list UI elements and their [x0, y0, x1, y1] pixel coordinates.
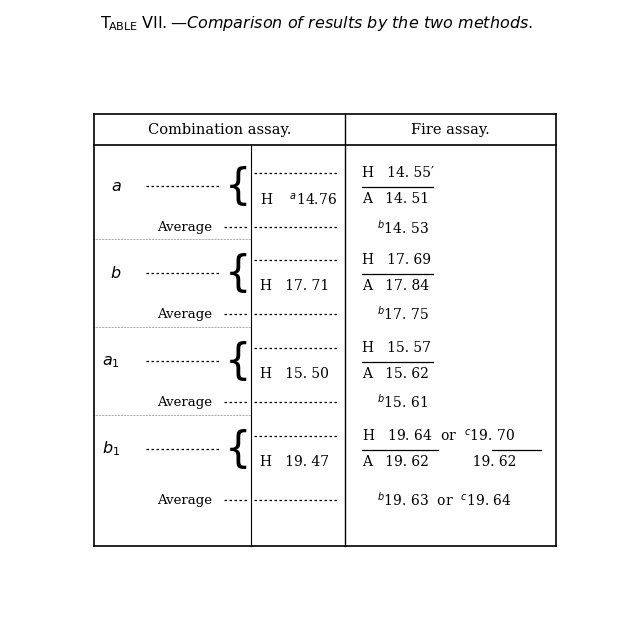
Text: Average: Average [157, 221, 212, 234]
Text: $^{b}$14. 53: $^{b}$14. 53 [377, 218, 429, 236]
Text: H   15. 50: H 15. 50 [260, 367, 329, 381]
Text: H   14. 55′: H 14. 55′ [362, 166, 434, 180]
Text: $\it{b}_{1}$: $\it{b}_{1}$ [102, 440, 120, 458]
Text: $\it{a}$: $\it{a}$ [111, 178, 122, 195]
Text: $\it{a}_{1}$: $\it{a}_{1}$ [102, 352, 120, 369]
Text: H    $^{a}$14.76: H $^{a}$14.76 [260, 191, 337, 208]
Text: Combination assay.: Combination assay. [148, 122, 291, 137]
Text: $^{b}$17. 75: $^{b}$17. 75 [377, 305, 428, 323]
Text: A   15. 62: A 15. 62 [362, 367, 429, 381]
Text: H   19. 64  or  $^{c}$19. 70: H 19. 64 or $^{c}$19. 70 [362, 428, 515, 444]
Text: $\{$: $\{$ [224, 164, 247, 208]
Text: H   19. 47: H 19. 47 [260, 455, 329, 469]
Text: Fire assay.: Fire assay. [411, 122, 489, 137]
Text: A   17. 84: A 17. 84 [362, 279, 429, 293]
Text: Average: Average [157, 396, 212, 409]
Text: Average: Average [157, 308, 212, 321]
Text: $\{$: $\{$ [224, 427, 247, 471]
Text: $\mathrm{T}_{\!\mathrm{ABLE}}\;\mathrm{VII.}$—$\it{Comparison\ of\ results\ by\ : $\mathrm{T}_{\!\mathrm{ABLE}}\;\mathrm{V… [101, 14, 533, 33]
Text: $\{$: $\{$ [224, 339, 247, 383]
Text: H   15. 57: H 15. 57 [362, 341, 430, 355]
Text: $\{$: $\{$ [224, 251, 247, 295]
Text: $^{b}$15. 61: $^{b}$15. 61 [377, 393, 427, 411]
Text: $\it{b}$: $\it{b}$ [110, 265, 122, 282]
Text: $^{b}$19. 63  or  $^{c}$19. 64: $^{b}$19. 63 or $^{c}$19. 64 [377, 491, 512, 509]
Text: A   14. 51: A 14. 51 [362, 192, 429, 206]
Text: A   19. 62          19. 62: A 19. 62 19. 62 [362, 455, 516, 469]
Text: Average: Average [157, 493, 212, 507]
Text: H   17. 71: H 17. 71 [260, 279, 329, 293]
Text: H   17. 69: H 17. 69 [362, 253, 430, 267]
